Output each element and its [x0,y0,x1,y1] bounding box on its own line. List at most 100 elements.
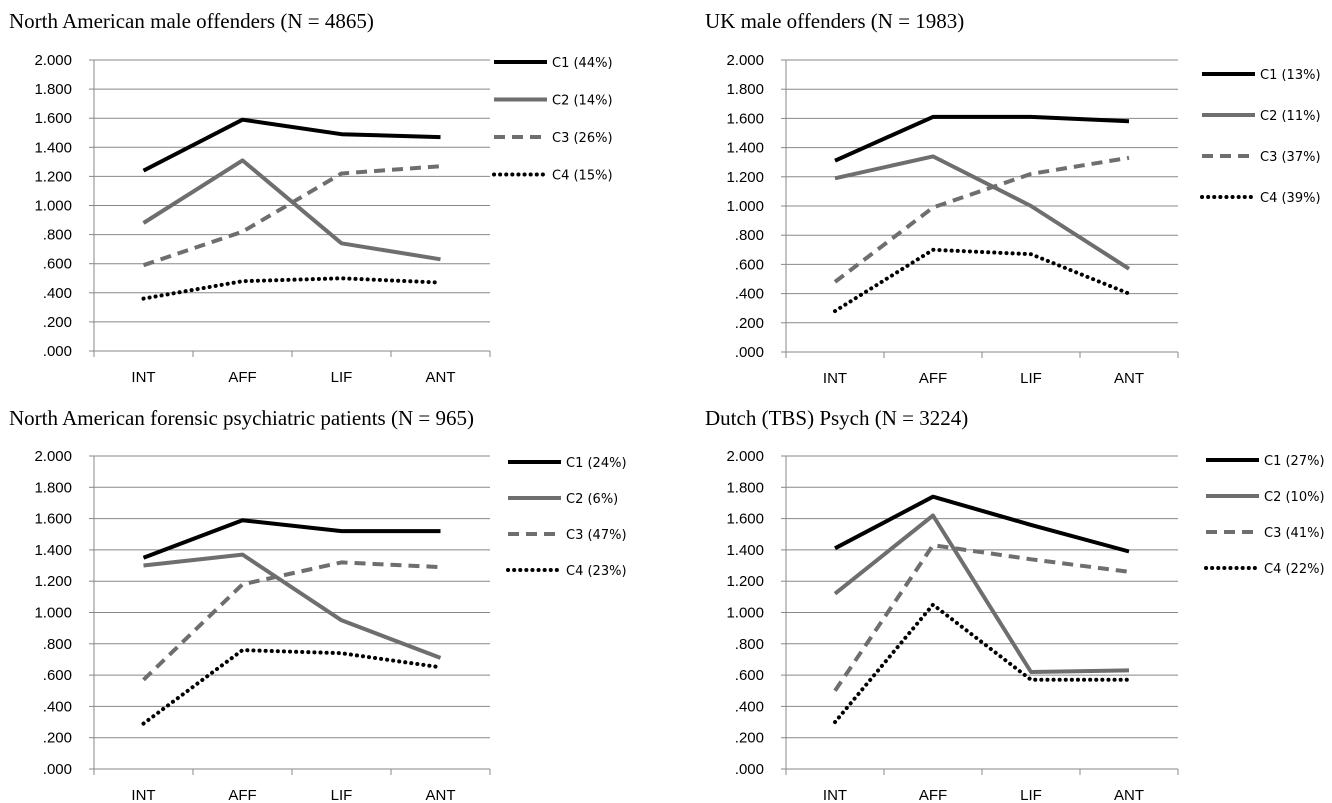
y-tick-label: .600 [43,256,72,273]
y-tick-label: 1.000 [34,198,72,215]
x-tick-label: ANT [1114,370,1144,387]
chart-panel-dutch-tbs-psych: Dutch (TBS) Psych (N = 3224) .000 .200 .40… [696,401,1332,803]
legend-label-c4: C4 (15%) [552,169,613,184]
legend-label-c3: C3 (37%) [1260,150,1321,165]
y-tick-label: .400 [735,698,764,715]
y-tick-label: .200 [735,315,764,332]
x-tick-label: LIF [331,369,353,386]
y-tick-label: .000 [43,343,72,360]
y-tick-label: 1.400 [34,542,72,559]
y-tick-label: 1.400 [726,542,764,559]
legend-label-c2: C2 (10%) [1264,490,1325,505]
x-tick-label: ANT [426,369,456,386]
series-line-c4 [833,247,1131,314]
y-tick-label: .600 [735,667,764,684]
y-tick-label: 1.600 [34,511,72,528]
chart-svg: North American forensic psychiatric pati… [9,406,627,803]
y-tick-label: .600 [735,256,764,273]
y-tick-label: .400 [43,698,72,715]
series-line-c1 [142,518,441,560]
y-tick-label: 1.800 [34,479,72,496]
legend-label-c2: C2 (11%) [1260,109,1321,124]
y-tick-label: 1.000 [726,605,764,622]
y-tick-label: 1.000 [726,198,764,215]
chart-svg: UK male offenders (N = 1983) .000 .200 .40… [705,9,1321,387]
chart-panel-uk-male-offenders: UK male offenders (N = 1983) .000 .200 .40… [696,0,1332,401]
series-line-c2 [834,154,1131,271]
legend-label-c2: C2 (6%) [566,492,618,507]
x-tick-label: AFF [228,787,256,803]
legend-label-c1: C1 (24%) [566,456,627,471]
series-line-c1 [834,494,1130,554]
chart-title: UK male offenders (N = 1983) [705,9,964,33]
y-tick-label: .200 [735,730,764,747]
chart-title: Dutch (TBS) Psych (N = 3224) [705,406,968,430]
y-tick-label: .800 [43,636,72,653]
series-line-c2 [142,158,441,262]
y-tick-label: .400 [43,285,72,302]
chart-panel-north-american-male-offenders: North American male offenders (N = 4865)… [0,0,666,401]
y-tick-label: .800 [735,636,764,653]
chart-title: North American male offenders (N = 4865) [9,9,374,33]
y-tick-label: .200 [43,730,72,747]
plot-area: .000 .200 .400 .600 .800 1.000 1.200 1.400 1.600… [34,448,626,803]
x-tick-label: INT [131,787,155,803]
y-tick-label: 2.000 [34,448,72,465]
x-tick-label: LIF [1020,370,1042,387]
y-tick-label: 1.200 [34,573,72,590]
y-tick-label: 1.400 [726,140,764,157]
y-tick-label: 1.200 [34,168,72,185]
legend-label-c3: C3 (26%) [552,131,613,146]
legend-label-c3: C3 (47%) [566,528,627,543]
legend-label-c1: C1 (44%) [552,56,613,71]
y-tick-label: 1.600 [34,110,72,127]
series-line-c3 [833,543,1130,692]
series-line-c4 [833,602,1131,725]
x-tick-label: AFF [919,370,947,387]
series-line-c2 [143,552,442,660]
legend-label-c1: C1 (27%) [1264,454,1325,469]
y-tick-label: 1.200 [726,573,764,590]
legend-label-c4: C4 (39%) [1260,191,1321,206]
legend-label-c3: C3 (41%) [1264,526,1325,541]
series-line-c4 [141,648,443,726]
x-tick-label: AFF [919,787,947,803]
y-tick-label: 1.800 [34,81,72,98]
y-tick-label: 1.800 [726,479,764,496]
legend-label-c4: C4 (23%) [566,564,627,579]
plot-area: .000 .200 .400 .600 .800 1.000 1.200 1.400 1.600… [726,448,1324,803]
y-tick-label: 1.600 [726,110,764,127]
series-line-c2 [833,513,1130,674]
x-tick-label: AFF [228,369,256,386]
y-tick-label: 1.800 [726,81,764,98]
plot-area: .000 .200 .400 .600 .800 1.000 1.200 1.400 1.600… [726,52,1320,387]
chart-title: North American forensic psychiatric pati… [9,406,474,430]
series-line-c1 [834,114,1130,163]
y-tick-label: .000 [735,761,764,778]
chart-svg: Dutch (TBS) Psych (N = 3224) .000 .200 .40… [705,406,1325,803]
y-tick-label: .200 [43,314,72,331]
y-tick-label: 1.200 [726,169,764,186]
plot-area: .000 .200 .400 .600 .800 1.000 1.200 1.400 1.600… [34,52,612,386]
legend-label-c2: C2 (14%) [552,94,613,109]
y-tick-label: .400 [735,286,764,303]
y-tick-label: 2.000 [726,52,764,69]
y-tick-label: .000 [43,761,72,778]
y-tick-label: .000 [735,344,764,361]
x-tick-label: LIF [1020,787,1042,803]
y-tick-label: 2.000 [34,52,72,69]
legend-label-c4: C4 (22%) [1264,562,1325,577]
x-tick-label: INT [131,369,155,386]
series-line-c4 [141,276,443,301]
chart-panel-north-american-forensic-psychiatric: North American forensic psychiatric pati… [0,401,666,803]
y-tick-label: 2.000 [726,448,764,465]
x-tick-label: INT [823,787,847,803]
y-tick-label: .600 [43,667,72,684]
series-line-c3 [833,155,1130,284]
y-tick-label: 1.600 [726,511,764,528]
series-line-c1 [142,117,441,173]
x-tick-label: ANT [426,787,456,803]
x-tick-label: INT [823,370,847,387]
x-tick-label: ANT [1114,787,1144,803]
x-tick-label: LIF [331,787,353,803]
